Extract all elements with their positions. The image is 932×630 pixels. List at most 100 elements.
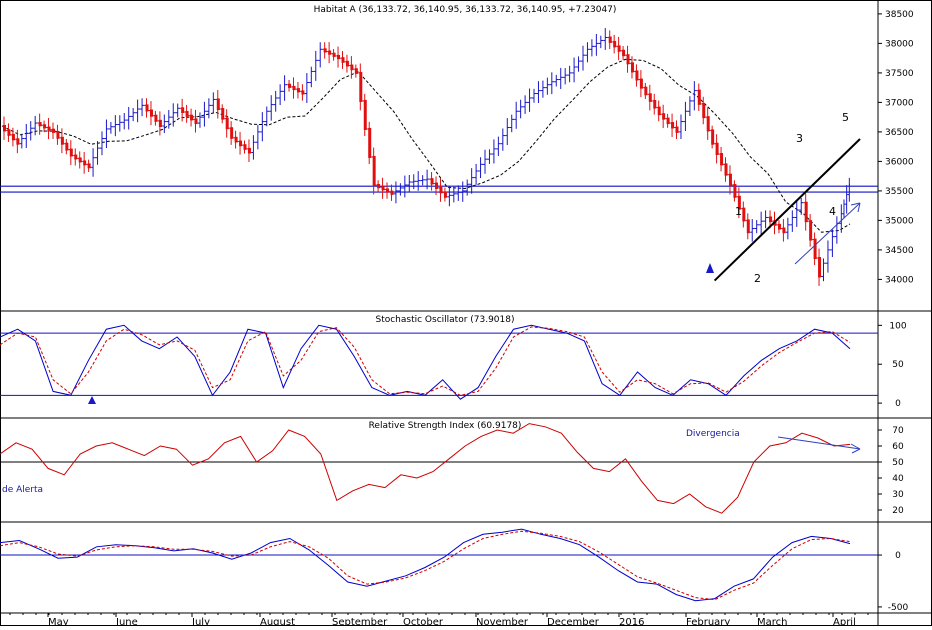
price-body [671, 122, 675, 129]
trendline [713, 138, 861, 282]
price-body [301, 90, 305, 95]
price-body [341, 57, 345, 63]
price-body [323, 48, 327, 53]
y-tick-label: 34500 [885, 246, 914, 256]
price-body [239, 140, 243, 147]
price-body [74, 154, 78, 160]
price-body [350, 64, 354, 71]
price-body [782, 227, 786, 234]
price-body [697, 89, 701, 105]
price-body [337, 54, 341, 60]
y-tick-label: 34000 [885, 275, 914, 285]
price-body [234, 136, 238, 143]
y-tick-label: 40 [892, 474, 904, 484]
y-tick-label: 35500 [885, 187, 914, 197]
price-body [635, 70, 639, 81]
y-tick-label: 60 [892, 442, 904, 452]
price-body [777, 223, 781, 230]
price-body [390, 190, 394, 195]
price-body [804, 201, 808, 223]
price-body [87, 163, 91, 169]
price-body [381, 186, 385, 191]
price-body [809, 220, 813, 241]
x-tick-label: October [403, 617, 444, 626]
price-body [377, 184, 381, 189]
price-body [711, 129, 715, 145]
x-tick-label: December [547, 617, 600, 626]
x-tick-label: May [48, 617, 69, 626]
price-body [630, 62, 634, 73]
price-body [728, 173, 732, 186]
chart-title: Habitat A (36,133.72, 36,140.95, 36,133.… [314, 5, 617, 15]
x-tick-label: March [757, 617, 787, 626]
price-body [145, 104, 149, 112]
y-tick-label: 70 [892, 426, 904, 436]
price-body [724, 163, 728, 176]
price-body [648, 93, 652, 102]
divergence-label: Divergencia [686, 429, 740, 439]
x-tick-label: February [686, 617, 730, 626]
price-body [38, 122, 42, 127]
price-body [662, 113, 666, 120]
annotation-arrow [794, 202, 861, 265]
y-tick-label: 35000 [885, 216, 914, 226]
annotation-arrowhead [850, 202, 861, 213]
buy-arrow-icon [706, 263, 714, 273]
panel-title: Stochastic Oscillator (73.9018) [375, 315, 514, 325]
price-body [3, 125, 6, 132]
price-body [653, 99, 657, 109]
y-tick-label: 38000 [885, 39, 914, 49]
price-body [608, 36, 612, 43]
price-body [43, 124, 47, 129]
price-body [328, 50, 332, 55]
price-body [56, 130, 60, 139]
price-body [639, 78, 643, 89]
price-body [657, 106, 661, 116]
price-body [644, 86, 648, 96]
price-body [345, 60, 349, 67]
price-body [190, 114, 194, 121]
price-body [51, 128, 55, 133]
price-body [354, 68, 358, 74]
price-body [746, 219, 750, 234]
panel-title: Relative Strength Index (60.9178) [369, 421, 522, 431]
series-line-rsi [0, 423, 851, 514]
x-tick-label: 2016 [619, 617, 644, 626]
price-body [243, 144, 247, 150]
wave-label: 3 [796, 132, 803, 145]
price-body [296, 88, 300, 93]
price-body [7, 129, 11, 136]
price-body [247, 147, 251, 154]
price-body [158, 119, 162, 127]
x-tick-label: August [260, 617, 295, 626]
x-tick-label: July [191, 617, 210, 626]
price-body [706, 116, 710, 132]
price-body [181, 107, 185, 113]
y-tick-label: 50 [892, 360, 904, 370]
y-tick-label: 0 [895, 399, 901, 409]
price-body [69, 148, 73, 157]
wave-label: 5 [842, 111, 849, 124]
price-body [368, 127, 372, 158]
price-body [332, 52, 336, 57]
price-body [149, 109, 153, 117]
price-body [439, 186, 443, 194]
x-tick-label: June [115, 617, 138, 626]
moving-average-line [1, 58, 851, 233]
price-body [769, 216, 773, 223]
alert-label: de Alerta [2, 485, 43, 495]
series-line-signal [0, 530, 851, 601]
x-tick-label: September [332, 617, 388, 626]
price-body [617, 45, 621, 52]
price-body [813, 238, 817, 260]
price-body [83, 160, 87, 166]
y-tick-label: 38500 [885, 10, 914, 20]
price-body [60, 136, 64, 145]
series-line-d [0, 326, 851, 396]
y-tick-label: 50 [892, 458, 904, 468]
y-tick-label: 37500 [885, 69, 914, 79]
y-tick-label: 36000 [885, 157, 914, 167]
y-tick-label: -500 [888, 603, 909, 613]
